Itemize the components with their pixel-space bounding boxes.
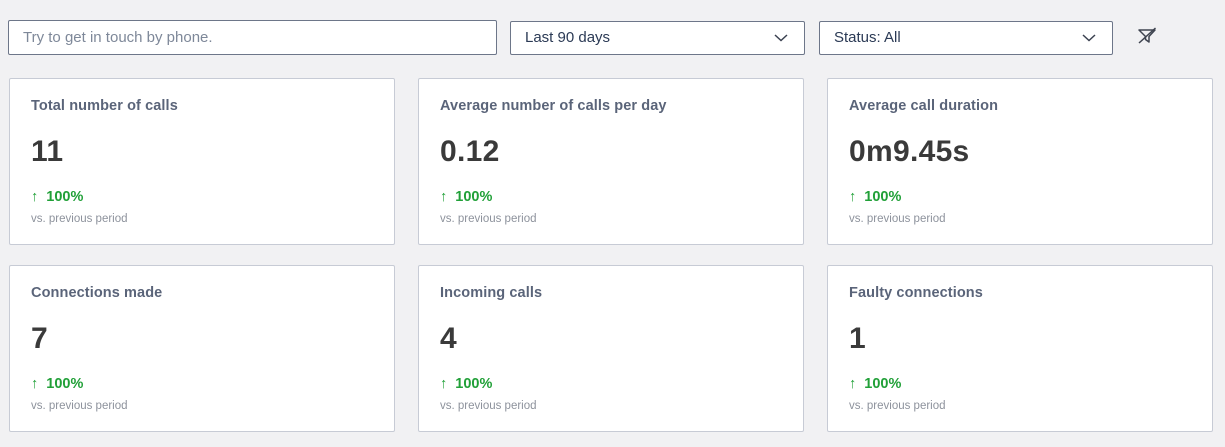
delta-percent: 100%	[455, 376, 493, 392]
up-arrow-icon: ↑	[31, 189, 39, 205]
up-arrow-icon: ↑	[849, 189, 857, 205]
card-title: Connections made	[31, 285, 163, 301]
chevron-down-icon	[1082, 33, 1096, 42]
up-arrow-icon: ↑	[849, 376, 857, 392]
stats-grid: Total number of calls 11 ↑ 100% vs. prev…	[9, 78, 1216, 432]
stat-card-total-calls: Total number of calls 11 ↑ 100% vs. prev…	[9, 78, 395, 245]
card-caption: vs. previous period	[440, 213, 537, 225]
card-value: 0m9.45s	[849, 135, 970, 168]
card-caption: vs. previous period	[849, 213, 946, 225]
card-caption: vs. previous period	[440, 400, 537, 412]
card-value: 11	[31, 135, 64, 168]
card-delta: ↑ 100%	[849, 376, 901, 392]
search-input[interactable]	[8, 20, 497, 55]
card-delta: ↑ 100%	[440, 189, 492, 205]
card-value: 1	[849, 322, 866, 355]
delta-percent: 100%	[864, 376, 902, 392]
chevron-down-icon	[774, 33, 788, 42]
filter-off-icon	[1135, 24, 1159, 51]
card-title: Total number of calls	[31, 98, 178, 114]
card-delta: ↑ 100%	[440, 376, 492, 392]
up-arrow-icon: ↑	[440, 189, 448, 205]
card-delta: ↑ 100%	[31, 376, 83, 392]
stat-card-avg-call-duration: Average call duration 0m9.45s ↑ 100% vs.…	[827, 78, 1213, 245]
date-range-select[interactable]: Last 90 days	[510, 20, 805, 55]
delta-percent: 100%	[864, 189, 902, 205]
card-delta: ↑ 100%	[31, 189, 83, 205]
card-title: Faulty connections	[849, 285, 983, 301]
status-value: Status: All	[834, 29, 901, 46]
up-arrow-icon: ↑	[440, 376, 448, 392]
filter-bar: Last 90 days Status: All	[0, 0, 1225, 55]
card-value: 7	[31, 322, 48, 355]
card-title: Average call duration	[849, 98, 999, 114]
card-value: 4	[440, 322, 457, 355]
up-arrow-icon: ↑	[31, 376, 39, 392]
card-title: Incoming calls	[440, 285, 543, 301]
delta-percent: 100%	[455, 189, 493, 205]
card-caption: vs. previous period	[31, 213, 128, 225]
stat-card-connections-made: Connections made 7 ↑ 100% vs. previous p…	[9, 265, 395, 432]
card-caption: vs. previous period	[31, 400, 128, 412]
card-value: 0.12	[440, 135, 500, 168]
stat-card-faulty-connections: Faulty connections 1 ↑ 100% vs. previous…	[827, 265, 1213, 432]
status-select[interactable]: Status: All	[819, 20, 1113, 55]
delta-percent: 100%	[46, 376, 84, 392]
stat-card-avg-calls-per-day: Average number of calls per day 0.12 ↑ 1…	[418, 78, 804, 245]
date-range-value: Last 90 days	[525, 29, 611, 46]
card-delta: ↑ 100%	[849, 189, 901, 205]
card-caption: vs. previous period	[849, 400, 946, 412]
stat-card-incoming-calls: Incoming calls 4 ↑ 100% vs. previous per…	[418, 265, 804, 432]
delta-percent: 100%	[46, 189, 84, 205]
card-title: Average number of calls per day	[440, 98, 667, 114]
clear-filters-button[interactable]	[1132, 23, 1162, 53]
